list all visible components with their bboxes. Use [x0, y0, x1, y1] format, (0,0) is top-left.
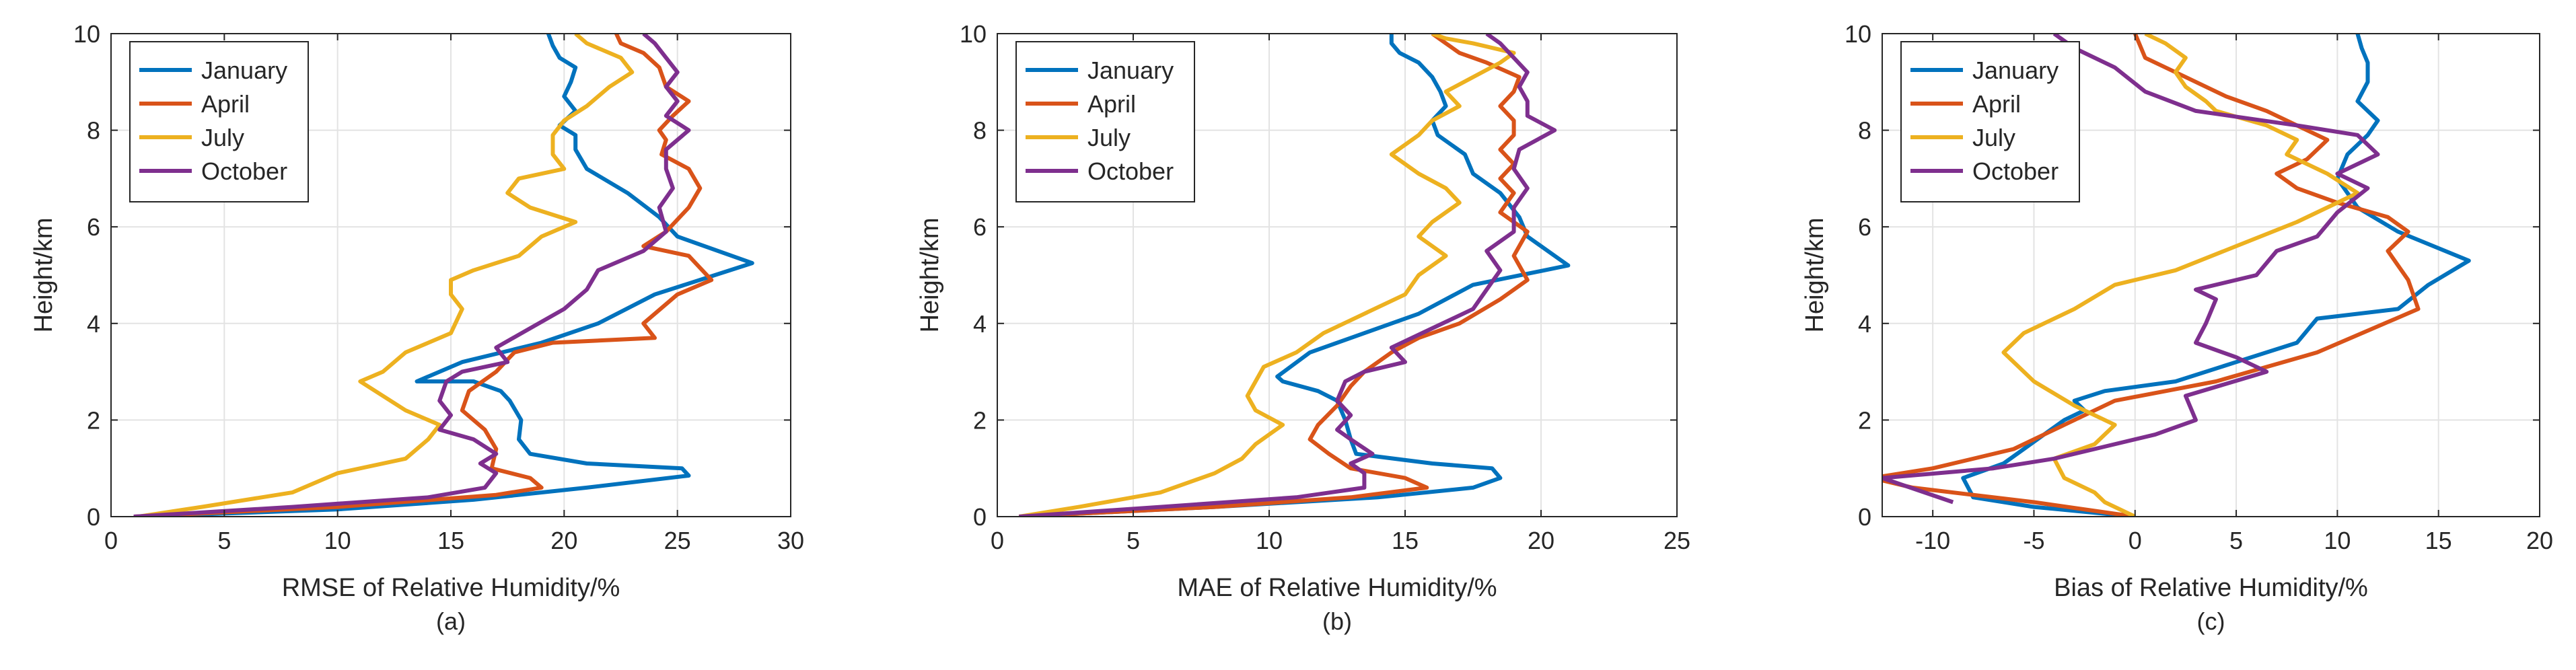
- x-tick-label: 25: [664, 527, 691, 554]
- legend: January April July October: [129, 41, 309, 202]
- series-line-july: [1018, 34, 1516, 517]
- y-tick-label: 4: [87, 310, 100, 338]
- legend-label-july: July: [201, 124, 244, 151]
- x-axis-label: Bias of Relative Humidity/%: [2054, 574, 2368, 602]
- panel-c: -10 -5 0 5 10 15 20 0 2 4 6 8 10 Bias of Relative Hum…: [1801, 20, 2553, 635]
- series-line-october: [1019, 34, 1557, 517]
- y-tick-label: 8: [973, 117, 987, 145]
- x-axis-label: RMSE of Relative Humidity/%: [282, 574, 620, 602]
- x-tick-label: 20: [1528, 527, 1554, 554]
- axes-box: [997, 33, 1678, 517]
- y-tick-label: 6: [87, 213, 100, 241]
- y-tick-label: 10: [1845, 20, 1871, 48]
- y-tick-label: 2: [1858, 406, 1871, 434]
- panel-label: (c): [2197, 607, 2225, 635]
- y-axis-label: Height/km: [1801, 217, 1829, 332]
- legend-label-january: January: [1972, 57, 2059, 84]
- y-tick-label: 8: [87, 117, 100, 145]
- legend-label-april: April: [201, 90, 250, 118]
- y-tick-label: 10: [73, 20, 100, 48]
- legend-label-january: January: [1087, 57, 1174, 84]
- series-line-january: [138, 34, 754, 517]
- y-tick-label: 0: [1858, 503, 1871, 531]
- x-tick-label: 15: [2425, 527, 2452, 554]
- series-line-january: [1961, 34, 2471, 517]
- series-line-july: [137, 34, 635, 517]
- y-tick-label: 0: [973, 503, 987, 531]
- legend-label-july: July: [1972, 124, 2015, 151]
- panel-b: 0 5 10 15 20 25 0 2 4 6 8 10 MAE of Relative Humidit…: [916, 20, 1690, 635]
- y-tick-label: 2: [87, 406, 100, 434]
- x-tick-label: 0: [104, 527, 118, 554]
- x-tick-label: 20: [2526, 527, 2553, 554]
- x-tick-label: 0: [991, 527, 1004, 554]
- y-tick-label: 6: [1858, 213, 1871, 241]
- x-tick-label: 20: [550, 527, 577, 554]
- y-tick-label: 2: [973, 406, 987, 434]
- x-tick-label: -10: [1915, 527, 1950, 554]
- legend-label-april: April: [1087, 90, 1136, 118]
- y-tick-label: 10: [960, 20, 987, 48]
- x-axis-label: MAE of Relative Humidity/%: [1177, 574, 1497, 602]
- y-tick-label: 0: [87, 503, 100, 531]
- x-tick-label: 10: [324, 527, 351, 554]
- x-tick-label: -5: [2023, 527, 2044, 554]
- x-tick-label: 15: [437, 527, 464, 554]
- panel-a: 0 5 10 15 20 25 30 0 2 4 6 8 10 RMSE of Relative Humi…: [30, 20, 804, 635]
- panel-label: (a): [436, 607, 466, 635]
- x-tick-label: 0: [2128, 527, 2142, 554]
- y-axis-label: Height/km: [916, 217, 944, 332]
- axes-box: [1882, 33, 2540, 517]
- series-line-october: [133, 34, 691, 517]
- legend-label-january: January: [201, 57, 287, 84]
- x-tick-label: 10: [2324, 527, 2351, 554]
- series-line-april: [1019, 34, 1530, 517]
- legend: January April July October: [1900, 41, 2080, 202]
- y-axis-label: Height/km: [30, 217, 58, 332]
- series-line-july: [2001, 34, 2360, 517]
- series-line-april: [133, 34, 714, 517]
- series-line-october: [1882, 34, 2380, 505]
- y-tick-label: 6: [973, 213, 987, 241]
- series-line-january: [1019, 34, 1571, 517]
- x-tick-label: 5: [1126, 527, 1140, 554]
- legend-label-july: July: [1087, 124, 1131, 151]
- legend: January April July October: [1015, 41, 1195, 202]
- x-tick-label: 5: [217, 527, 231, 554]
- series-line-april: [1882, 34, 2421, 517]
- y-tick-label: 4: [1858, 310, 1871, 338]
- legend-label-october: October: [1087, 157, 1174, 185]
- x-tick-label: 5: [2229, 527, 2243, 554]
- x-tick-label: 10: [1256, 527, 1283, 554]
- legend-label-october: October: [201, 157, 287, 185]
- legend-label-april: April: [1972, 90, 2021, 118]
- x-tick-label: 25: [1663, 527, 1690, 554]
- x-tick-label: 15: [1392, 527, 1419, 554]
- legend-label-october: October: [1972, 157, 2059, 185]
- panel-label: (b): [1322, 607, 1352, 635]
- y-tick-label: 8: [1858, 117, 1871, 145]
- x-tick-label: 30: [777, 527, 804, 554]
- y-tick-label: 4: [973, 310, 987, 338]
